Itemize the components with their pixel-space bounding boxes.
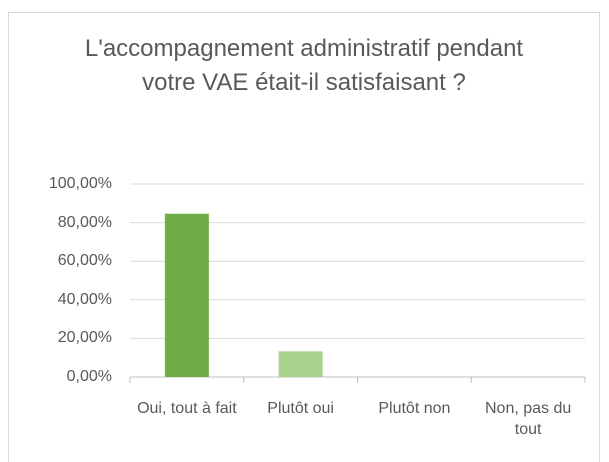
- y-tick-label: 60,00%: [57, 252, 112, 270]
- x-tick-label: Plutôt non: [378, 400, 451, 417]
- x-tick-label: Oui, tout à fait: [137, 400, 237, 417]
- x-tick-label: Plutôt oui: [267, 400, 334, 417]
- x-tick-label: Non, pas du tout: [484, 400, 572, 438]
- chart-frame: [8, 12, 600, 462]
- bar: [164, 213, 209, 377]
- y-tick-label: 100,00%: [48, 175, 112, 192]
- y-tick-label: 0,00%: [66, 368, 112, 385]
- y-tick-label: 20,00%: [57, 329, 112, 347]
- y-tick-label: 80,00%: [57, 213, 112, 231]
- chart-title: L'accompagnement administratif pendant v…: [84, 35, 524, 96]
- bar: [278, 351, 323, 377]
- y-tick-label: 40,00%: [57, 290, 112, 308]
